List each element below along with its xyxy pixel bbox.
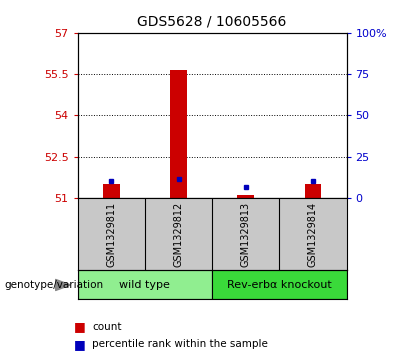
Bar bbox=[103, 184, 120, 198]
Bar bbox=[237, 195, 254, 198]
Text: ■: ■ bbox=[74, 320, 86, 333]
Text: wild type: wild type bbox=[119, 280, 171, 290]
Text: Rev-erbα knockout: Rev-erbα knockout bbox=[227, 280, 332, 290]
Text: GSM1329812: GSM1329812 bbox=[173, 201, 184, 267]
Bar bbox=[212, 270, 346, 299]
Text: GSM1329813: GSM1329813 bbox=[241, 201, 251, 267]
Polygon shape bbox=[55, 280, 71, 290]
Text: count: count bbox=[92, 322, 122, 332]
Text: genotype/variation: genotype/variation bbox=[4, 280, 103, 290]
Text: GSM1329811: GSM1329811 bbox=[106, 201, 116, 267]
Text: ■: ■ bbox=[74, 338, 86, 351]
Bar bbox=[170, 70, 187, 198]
Bar bbox=[304, 184, 321, 198]
Text: percentile rank within the sample: percentile rank within the sample bbox=[92, 339, 268, 349]
Text: GSM1329814: GSM1329814 bbox=[308, 201, 318, 267]
Title: GDS5628 / 10605566: GDS5628 / 10605566 bbox=[137, 15, 287, 29]
Bar bbox=[78, 270, 212, 299]
